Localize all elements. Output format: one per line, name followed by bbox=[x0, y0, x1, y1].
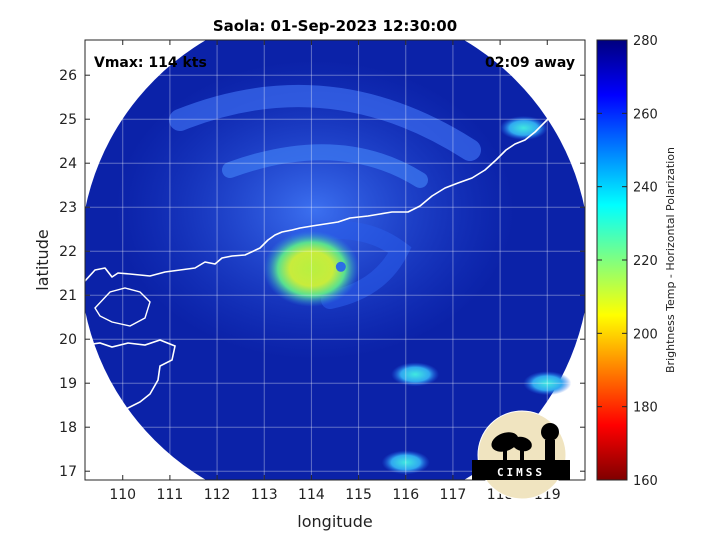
convective-feature-3 bbox=[523, 371, 572, 396]
coastline bbox=[85, 49, 585, 282]
y-tick-label: 18 bbox=[59, 420, 77, 436]
y-tick-label: 17 bbox=[59, 464, 77, 480]
x-tick-label: 111 bbox=[157, 487, 184, 503]
eyewall-band bbox=[291, 221, 412, 309]
colorbar-tick-label: 160 bbox=[633, 474, 658, 489]
satellite-swath bbox=[85, 40, 585, 480]
y-tick-label: 19 bbox=[59, 376, 77, 392]
cimss-logo: CIMSS bbox=[472, 410, 570, 500]
y-tick-label: 26 bbox=[59, 68, 77, 84]
storm-eye bbox=[335, 261, 346, 272]
y-tick-label: 22 bbox=[59, 244, 77, 260]
colorbar-tick-label: 180 bbox=[633, 401, 658, 416]
colorbar-tick-label: 240 bbox=[633, 181, 658, 196]
y-tick-label: 25 bbox=[59, 112, 77, 128]
convective-feature-2 bbox=[499, 116, 548, 140]
rainband-region bbox=[115, 60, 515, 360]
axes-frame bbox=[84, 39, 586, 481]
time-away-annotation: 02:09 away bbox=[485, 55, 575, 71]
y-tick-label: 20 bbox=[59, 332, 77, 348]
x-tick-label: 113 bbox=[251, 487, 278, 503]
x-tick-label: 115 bbox=[345, 487, 372, 503]
x-tick-label: 116 bbox=[392, 487, 419, 503]
vmax-annotation: Vmax: 114 kts bbox=[94, 55, 207, 71]
x-tick-label: 110 bbox=[109, 487, 136, 503]
x-tick-label: 112 bbox=[204, 487, 231, 503]
rainband-outer bbox=[169, 85, 481, 161]
coastline-island bbox=[94, 287, 151, 327]
y-axis: 17 18 19 20 21 22 23 24 25 26 bbox=[59, 68, 585, 480]
coastline-taiwan bbox=[551, 40, 584, 97]
y-axis-label: latitude bbox=[33, 229, 52, 290]
chart-title: Saola: 01-Sep-2023 12:30:00 bbox=[213, 17, 457, 35]
convective-feature-5 bbox=[381, 450, 430, 475]
colorbar-ticks: 160 180 200 220 240 260 280 bbox=[597, 34, 658, 489]
colorbar-tick-label: 200 bbox=[633, 327, 658, 342]
y-tick-label: 23 bbox=[59, 200, 77, 216]
storm-core bbox=[263, 230, 360, 307]
x-tick-label: 114 bbox=[298, 487, 325, 503]
coastline-hainan bbox=[85, 339, 176, 415]
x-axis-label: longitude bbox=[297, 512, 372, 531]
y-tick-label: 21 bbox=[59, 288, 77, 304]
colorbar-tick-label: 280 bbox=[633, 34, 658, 49]
y-tick-label: 24 bbox=[59, 156, 77, 172]
convective-feature-4 bbox=[391, 362, 440, 387]
rainband-inner bbox=[222, 144, 428, 188]
colorbar-label: Brightness Temp - Horizontal Polarizatio… bbox=[664, 147, 677, 373]
colorbar-tick-label: 220 bbox=[633, 254, 658, 269]
cimss-logo-text: CIMSS bbox=[497, 466, 545, 479]
x-tick-label: 117 bbox=[440, 487, 467, 503]
colorbar-tick-label: 260 bbox=[633, 107, 658, 122]
